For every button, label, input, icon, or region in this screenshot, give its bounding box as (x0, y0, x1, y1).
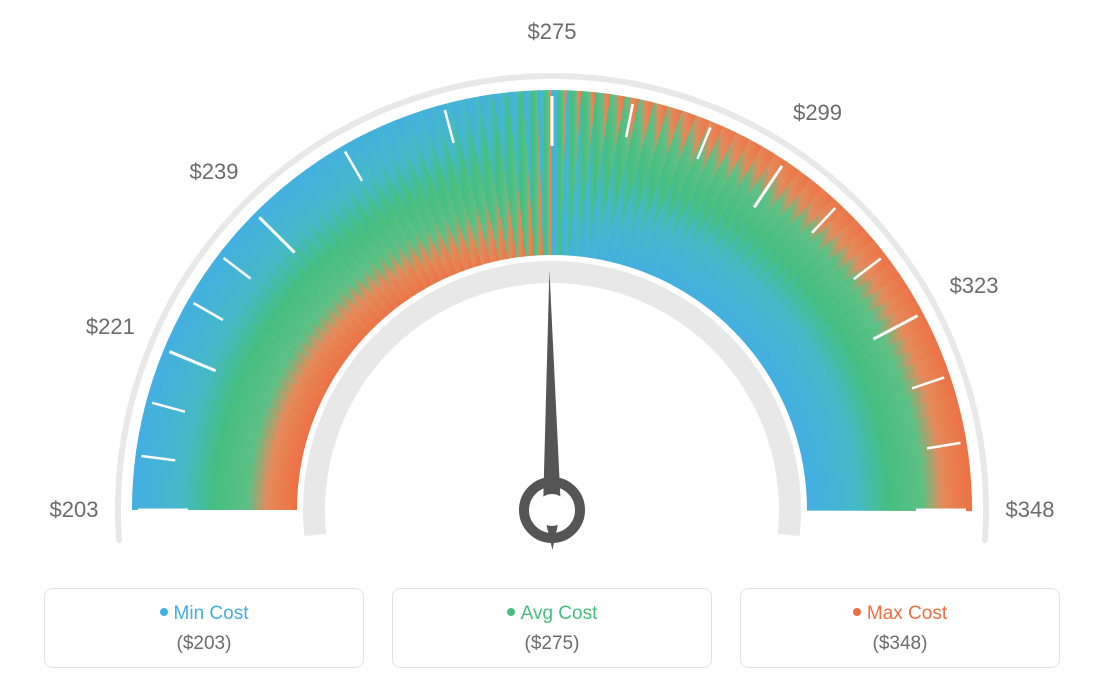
gauge-tick-label: $239 (190, 159, 239, 185)
gauge-tick-label: $348 (1006, 497, 1055, 523)
legend-title-max: Max Cost (751, 603, 1049, 625)
legend-card-min: Min Cost ($203) (44, 588, 364, 668)
dot-icon (507, 608, 515, 616)
legend-row: Min Cost ($203) Avg Cost ($275) Max Cost… (40, 588, 1064, 668)
dot-icon (160, 608, 168, 616)
cost-gauge: $203 $221 $239 $275 $299 $323 $348 (0, 0, 1104, 560)
legend-title-avg: Avg Cost (403, 603, 701, 625)
gauge-tick-label: $323 (950, 273, 999, 299)
legend-label: Avg Cost (521, 603, 598, 624)
gauge-tick-label: $299 (793, 100, 842, 126)
legend-value-min: ($203) (55, 633, 353, 655)
gauge-tick-label: $275 (528, 19, 577, 45)
legend-label: Max Cost (867, 603, 947, 624)
legend-value-avg: ($275) (403, 633, 701, 655)
dot-icon (853, 608, 861, 616)
legend-title-min: Min Cost (55, 603, 353, 625)
legend-value-max: ($348) (751, 633, 1049, 655)
legend-card-max: Max Cost ($348) (740, 588, 1060, 668)
legend-card-avg: Avg Cost ($275) (392, 588, 712, 668)
gauge-tick-label: $203 (50, 497, 99, 523)
gauge-svg (0, 0, 1104, 560)
gauge-tick-label: $221 (86, 314, 135, 340)
legend-label: Min Cost (174, 603, 249, 624)
